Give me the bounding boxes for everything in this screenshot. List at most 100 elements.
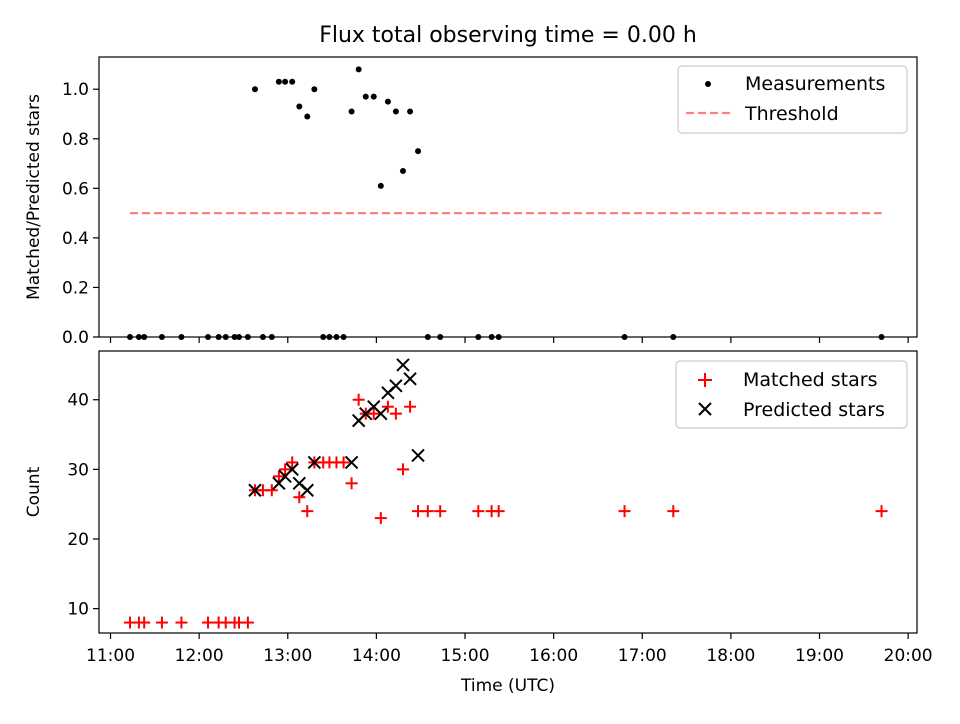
- measurement-point: [251, 86, 258, 93]
- measurement-point: [333, 334, 340, 340]
- matched-star-point: [345, 477, 358, 490]
- top-ytick-label: 0.2: [62, 278, 89, 298]
- legend-matched-label: Matched stars: [743, 369, 877, 391]
- legend-measurements-label: Measurements: [745, 73, 885, 95]
- measurement-point: [127, 334, 134, 340]
- top-yaxis: 0.0 0.2 0.4 0.6 0.8 1.0: [62, 80, 99, 348]
- matched-star-point: [472, 505, 485, 518]
- xtick-label: 20:00: [884, 646, 933, 666]
- matched-star-point: [396, 463, 409, 476]
- measurement-point: [392, 108, 399, 115]
- bottom-plot-area: [98, 350, 918, 634]
- predicted-star-point: [374, 406, 388, 421]
- measurement-point: [296, 103, 303, 110]
- measurement-point: [362, 93, 369, 100]
- xtick-label: 15:00: [441, 646, 490, 666]
- predicted-star-point: [396, 358, 410, 372]
- measurement-point: [384, 98, 391, 105]
- xtick-label: 14:00: [352, 646, 401, 666]
- measurement-point: [399, 167, 406, 174]
- xtick-label: 19:00: [795, 646, 844, 666]
- matched-star-point: [155, 616, 168, 629]
- matched-star-point: [421, 505, 434, 518]
- legend-predicted-marker: [698, 402, 712, 416]
- measurement-point: [282, 78, 289, 85]
- bottom-panel: Count 10 20 30 40 11:00 12:00 13:00 14:00 15:00…: [24, 350, 933, 666]
- measurement-point: [275, 78, 282, 85]
- top-ytick-label: 0.0: [62, 328, 89, 348]
- measurement-point: [268, 334, 275, 340]
- predicted-star-point: [300, 483, 314, 497]
- measurement-point: [135, 334, 142, 340]
- top-marks: [127, 66, 885, 340]
- top-xaxis-ticks: [109, 337, 909, 343]
- measurement-point: [415, 148, 422, 155]
- matched-star-point: [293, 491, 306, 504]
- matched-star-point: [175, 616, 188, 629]
- predicted-star-point: [344, 455, 359, 470]
- measurement-point: [326, 334, 333, 340]
- matched-star-point: [241, 616, 254, 629]
- matched-star-point: [875, 505, 888, 518]
- measurement-point: [304, 113, 311, 120]
- measurement-point: [289, 78, 296, 85]
- legend-matched-marker: [698, 373, 712, 387]
- bottom-xaxis: 11:00 12:00 13:00 14:00 15:00 16:00 17:00 18:00…: [86, 633, 933, 666]
- measurement-point: [205, 334, 212, 340]
- measurement-point: [407, 108, 414, 115]
- bottom-ytick-label: 20: [67, 530, 89, 550]
- matched-star-point: [286, 456, 299, 469]
- measurement-point: [495, 334, 502, 340]
- measurement-point: [475, 334, 482, 340]
- measurement-point: [377, 182, 384, 189]
- measurement-point: [222, 334, 229, 340]
- predicted-star-point: [403, 372, 417, 386]
- measurement-point: [348, 108, 355, 115]
- measurement-point: [670, 334, 677, 340]
- matched-star-point: [301, 505, 314, 518]
- predicted-star-point: [248, 483, 262, 497]
- top-panel: Matched/Predicted stars 0.0 0.2 0.4 0.6 0.8 1…: [24, 56, 918, 348]
- bottom-legend-box: [675, 360, 908, 429]
- matched-star-point: [202, 616, 215, 629]
- matched-star-point: [404, 400, 417, 413]
- measurement-point: [158, 334, 165, 340]
- measurement-point: [311, 86, 318, 93]
- top-legend-box: [677, 65, 908, 134]
- predicted-star-point: [285, 462, 299, 477]
- matched-star-point: [381, 400, 394, 413]
- matched-star-point: [667, 505, 680, 518]
- bottom-ylabel: Count: [24, 466, 44, 517]
- top-ytick-label: 1.0: [62, 80, 89, 100]
- measurement-point: [236, 334, 243, 340]
- measurement-point: [424, 334, 431, 340]
- bottom-legend: Matched stars Predicted stars: [675, 360, 908, 429]
- matched-star-point: [389, 407, 402, 420]
- top-plot-area: [98, 56, 918, 338]
- measurement-point: [437, 334, 444, 340]
- measurement-point: [141, 334, 148, 340]
- measurement-point: [259, 334, 266, 340]
- matched-star-point: [337, 456, 350, 469]
- matched-star-point: [279, 463, 292, 476]
- measurement-point: [178, 334, 185, 340]
- top-legend: Measurements Threshold: [677, 65, 908, 134]
- legend-measurements-marker: [705, 81, 711, 87]
- top-ytick-label: 0.8: [62, 130, 89, 150]
- legend-predicted-label: Predicted stars: [743, 399, 885, 421]
- top-ytick-label: 0.6: [62, 179, 89, 199]
- measurement-point: [621, 334, 628, 340]
- bottom-yaxis: 10 20 30 40: [67, 391, 99, 620]
- xtick-label: 16:00: [529, 646, 578, 666]
- measurement-point: [488, 334, 495, 340]
- bottom-marks: [124, 358, 888, 629]
- measurement-point: [231, 334, 238, 340]
- top-ylabel: Matched/Predicted stars: [24, 94, 44, 300]
- measurement-point: [370, 93, 377, 100]
- xtick-label: 12:00: [175, 646, 224, 666]
- legend-threshold-label: Threshold: [744, 103, 839, 125]
- matched-star-point: [374, 512, 387, 525]
- figure-title: Flux total observing time = 0.00 h: [319, 23, 697, 48]
